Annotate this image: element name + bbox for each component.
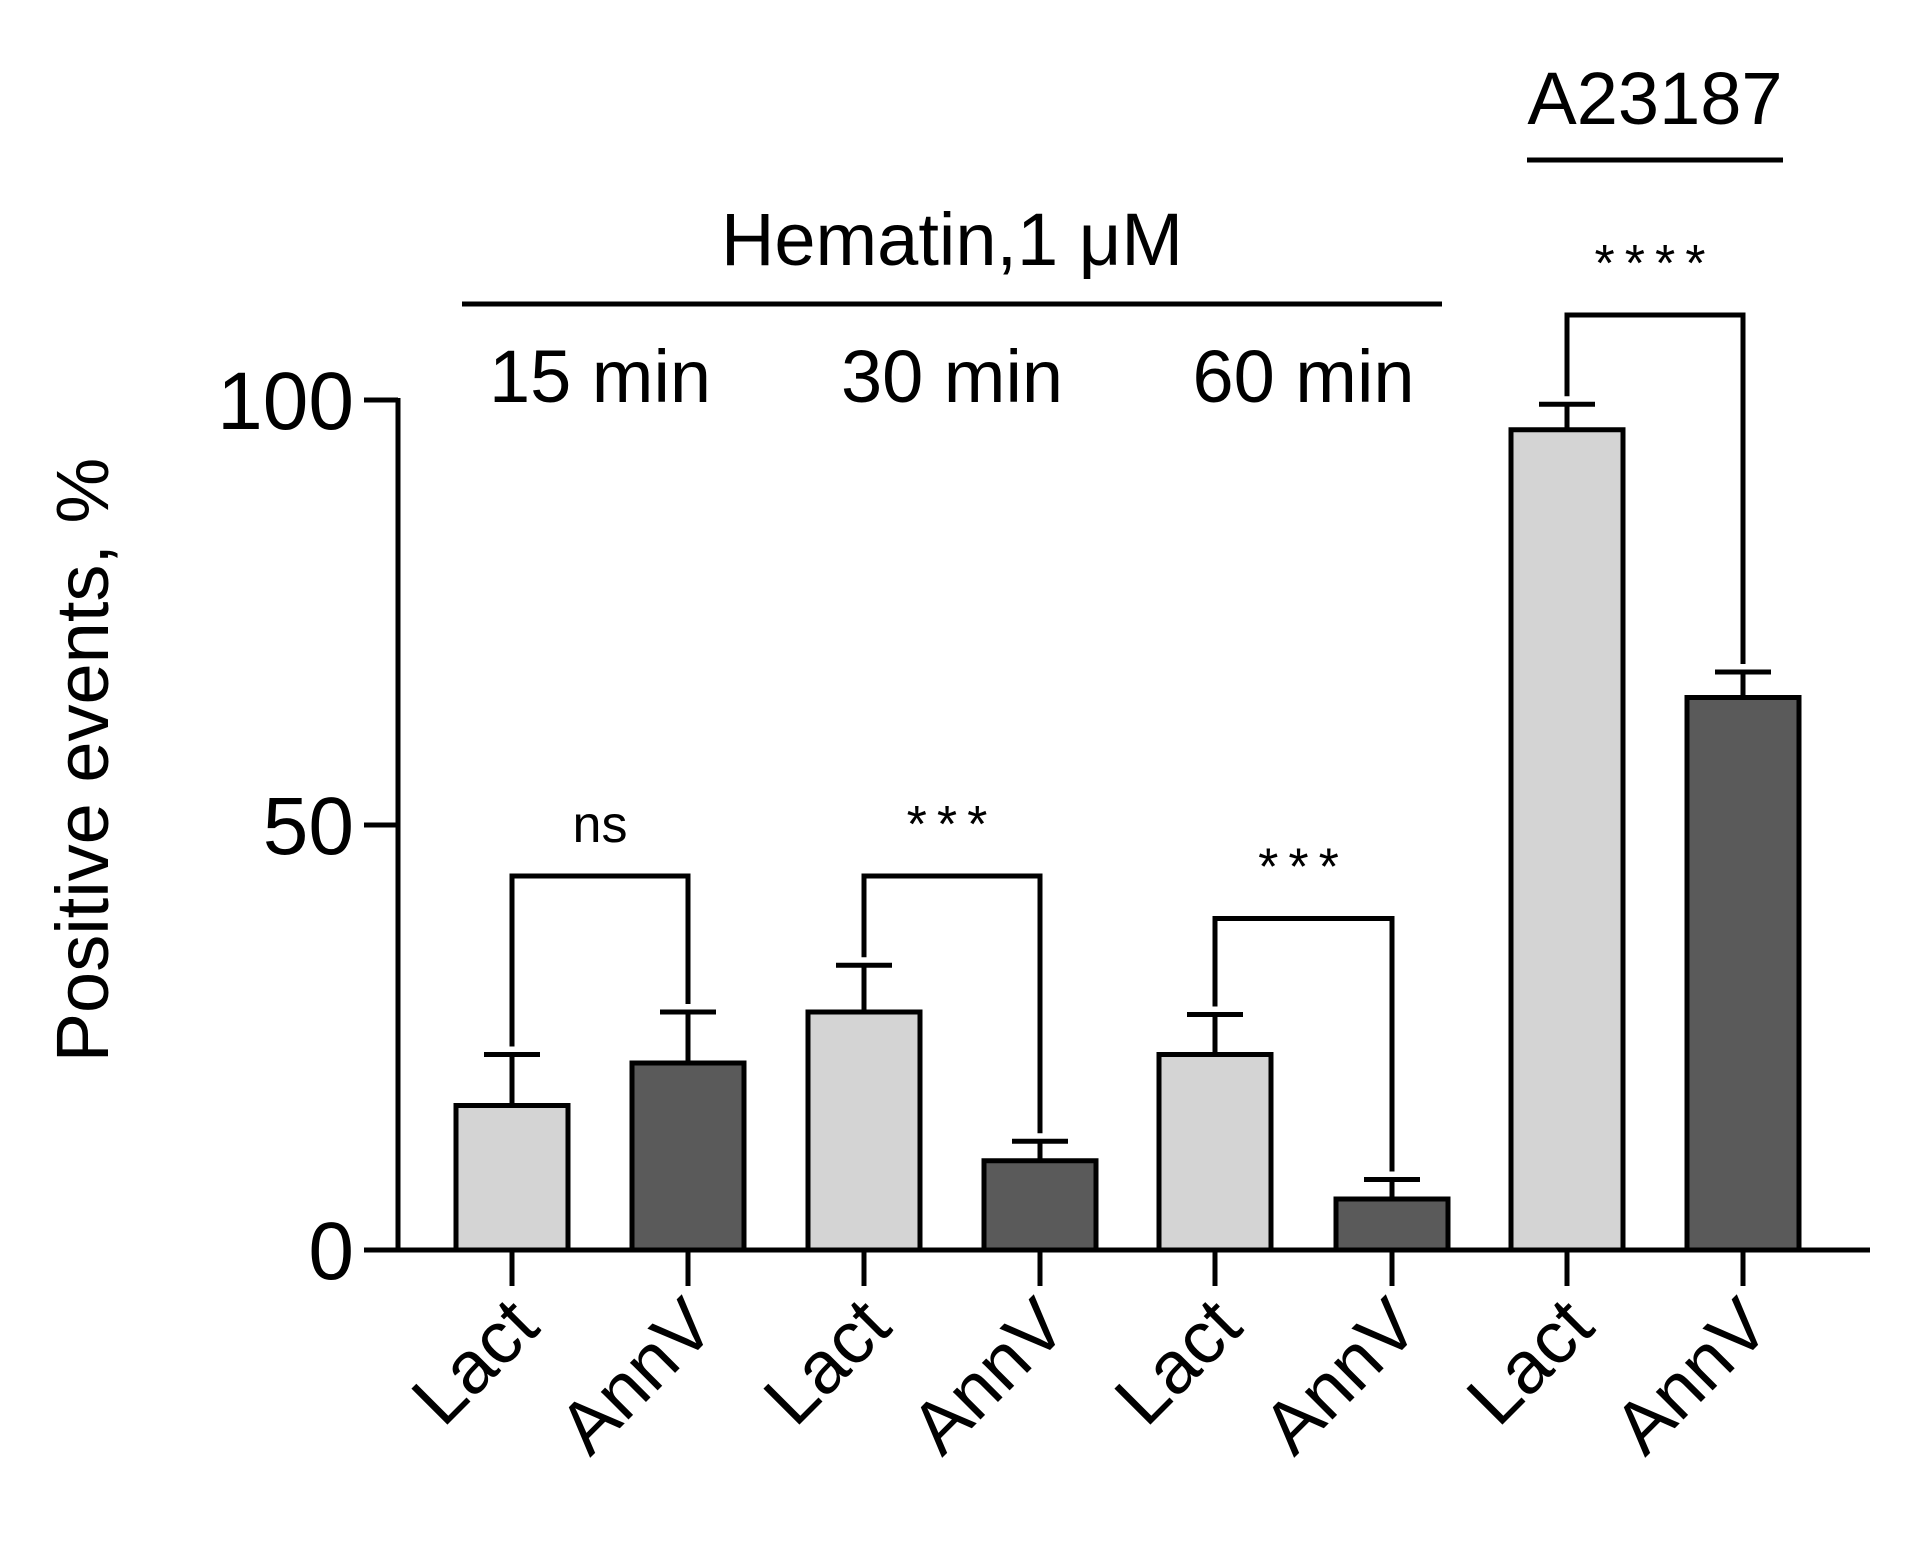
significance-label: *** [1258, 839, 1349, 897]
y-tick-label: 0 [308, 1206, 354, 1297]
bars [453, 427, 1802, 1253]
group-label: 30 min [841, 335, 1063, 418]
category-label: Lact [748, 1282, 906, 1440]
category-label: Lact [1451, 1282, 1609, 1440]
bar [981, 1158, 1099, 1253]
category-label: Lact [396, 1282, 554, 1440]
significance-label: **** [1595, 235, 1716, 293]
category-label: AnnV [1598, 1282, 1785, 1469]
y-axis-label: Positive events, % [41, 458, 124, 1063]
bar [1333, 1196, 1451, 1253]
significance-bracket [861, 873, 1043, 1134]
bar [1508, 427, 1626, 1253]
significance-label: *** [907, 796, 998, 854]
bar [1156, 1052, 1274, 1253]
category-label: AnnV [543, 1282, 730, 1469]
category-label: AnnV [895, 1282, 1082, 1469]
category-label: Lact [1099, 1282, 1257, 1440]
significance-brackets: ns ********** [509, 235, 1746, 1172]
bar [805, 1009, 923, 1253]
error-bars [484, 401, 1771, 1199]
bar [453, 1103, 571, 1253]
category-label: AnnV [1247, 1282, 1434, 1469]
group-header-label: Hematin,1 μM [721, 198, 1183, 281]
bar [1684, 695, 1802, 1253]
significance-bracket [1564, 312, 1746, 664]
bar [629, 1060, 747, 1253]
y-tick-label: 100 [217, 356, 354, 447]
significance-bracket [509, 873, 691, 1047]
significance-bracket [1212, 916, 1395, 1172]
group-label: 15 min [489, 335, 711, 418]
group-header-label: A23187 [1527, 57, 1782, 140]
group-label: 60 min [1192, 335, 1414, 418]
y-tick-label: 50 [263, 781, 354, 872]
significance-label: ns [573, 796, 628, 854]
